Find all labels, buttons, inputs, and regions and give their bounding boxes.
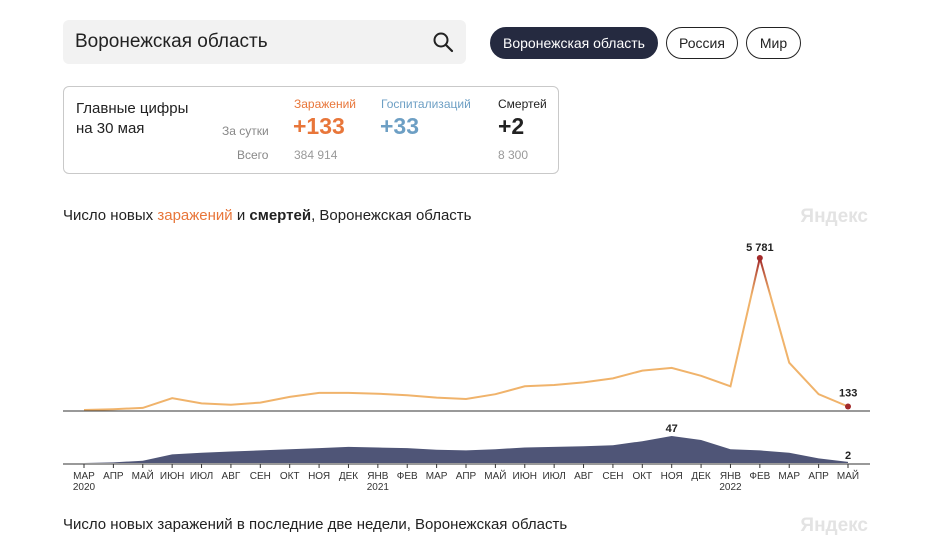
infections-last-point <box>845 403 851 410</box>
month-tick-label: ИЮЛ <box>542 471 565 482</box>
month-tick-label: МАР <box>73 471 95 482</box>
month-tick-label: НОЯ <box>661 471 683 482</box>
month-tick-label: СЕН <box>602 471 623 482</box>
month-tick-label: ОКТ <box>280 471 300 482</box>
region-button-russia[interactable]: Россия <box>666 27 738 59</box>
deaths-last-label: 2 <box>845 450 851 462</box>
month-tick-label: ОКТ <box>632 471 652 482</box>
month-tick-label: МАР <box>426 471 448 482</box>
deaths-area <box>84 436 848 463</box>
chart-title-deaths: смертей <box>249 207 312 224</box>
month-tick-label: ДЕК <box>339 471 358 482</box>
hospitalizations-header: Госпитализаций <box>381 97 471 111</box>
deaths-day-value: +2 <box>498 113 525 139</box>
infections-header: Заражений <box>294 97 357 111</box>
region-button-voronezh[interactable]: Воронежская область <box>490 27 658 59</box>
year-label: 2022 <box>719 482 742 493</box>
month-tick-label: ФЕВ <box>749 471 770 482</box>
year-label: 2020 <box>73 482 96 493</box>
search-icon[interactable] <box>432 31 454 53</box>
main-stats-card: Главные цифры на 30 мая За сутки Всего З… <box>63 86 559 174</box>
infections-peak-label: 5 781 <box>746 242 774 254</box>
month-tick-label: СЕН <box>250 471 271 482</box>
infections-peak-point <box>756 255 763 261</box>
chart-title: Число новых заражений и смертей, Воронеж… <box>63 207 472 224</box>
infections-day-value: +133 <box>293 113 345 139</box>
month-tick-label: ЯНВ <box>367 471 388 482</box>
hospitalizations-day-value: +33 <box>380 113 420 139</box>
region-button-world[interactable]: Мир <box>746 27 801 59</box>
month-tick-label: ИЮН <box>160 471 185 482</box>
month-tick-label: МАЙ <box>837 469 859 482</box>
month-tick-label: ИЮН <box>513 471 538 482</box>
deaths-total-value: 8 300 <box>498 148 529 162</box>
deaths-peak-label: 47 <box>666 423 678 435</box>
infections-line <box>83 257 849 411</box>
total-label: Всего <box>237 148 269 162</box>
yandex-watermark-2: Яндекс <box>800 515 868 536</box>
month-tick-label: АПР <box>103 471 124 482</box>
year-label: 2021 <box>367 482 390 493</box>
month-tick-label: АПР <box>456 471 477 482</box>
month-tick-label: ФЕВ <box>397 471 418 482</box>
month-tick-label: ЯНВ <box>720 471 741 482</box>
infections-last-label: 133 <box>839 388 857 400</box>
second-chart-title: Число новых заражений в последние две не… <box>63 516 568 533</box>
month-tick-label: МАР <box>778 471 800 482</box>
per-day-label: За сутки <box>222 124 269 138</box>
search-input[interactable]: Воронежская область <box>75 31 268 52</box>
month-tick-label: ИЮЛ <box>190 471 213 482</box>
search-bar[interactable]: Воронежская область <box>63 20 466 64</box>
deaths-header: Смертей <box>498 97 547 111</box>
month-tick-label: МАЙ <box>132 469 154 482</box>
month-tick-label: АВГ <box>222 471 241 482</box>
month-tick-label: АПР <box>808 471 829 482</box>
chart-title-infections: заражений <box>157 207 233 224</box>
month-tick-label: АВГ <box>574 471 593 482</box>
covid-chart[interactable]: 5 781 133 47 2 МАР АПР МАЙ ИЮН ИЮЛ АВГ СЕН ОКТ НОЯ ДЕ… <box>0 0 943 500</box>
month-tick-label: ДЕК <box>691 471 710 482</box>
yandex-watermark: Яндекс <box>800 206 868 227</box>
month-tick-label: МАЙ <box>484 469 506 482</box>
infections-total-value: 384 914 <box>294 148 338 162</box>
stats-title: Главные цифры на 30 мая <box>76 100 189 137</box>
month-tick-label: НОЯ <box>308 471 330 482</box>
